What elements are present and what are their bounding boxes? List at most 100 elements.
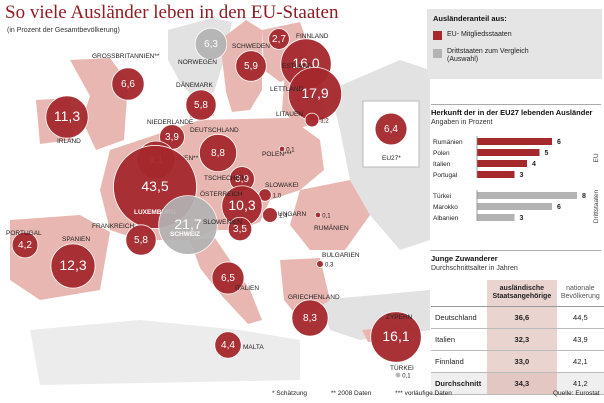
country-label-11: DEUTSCHLAND [190,127,239,134]
bubble-12 [278,145,286,153]
bubble-4 [268,28,290,50]
bubble-value-0: 6,6 [121,79,135,90]
bar-value-label: 3 [520,215,524,222]
country-label-13: LUXEMBURG [134,209,176,216]
bubble-2 [194,27,228,61]
country-label-5: ESTLAND [282,63,312,70]
table-cell: Deutschland [431,306,487,329]
country-label-23: SPANIEN [62,236,90,243]
country-label-3: SCHWEDEN [232,43,270,50]
table-cell: 34,3 [487,372,557,395]
bubble-value-26: 8,3 [303,313,317,324]
bubble-24 [211,261,245,295]
country-label-22: PORTUGAL [6,230,42,237]
table-row-average: Durchschnitt 34,3 41,2 [431,372,604,395]
bubble-value-8: 5,8 [194,100,208,111]
country-label-17: SCHWEIZ [170,231,200,238]
bubble-29 [214,331,242,359]
bar-category-label: Albanien [433,215,459,222]
divider [431,104,601,105]
bar-value-label: 8 [582,193,586,200]
country-label-9: NIEDERLANDE [147,119,194,126]
country-label-6: LETTLAND [270,86,304,93]
legend-label-eu: EU- Mitgliedsstaaten [447,31,512,38]
table-row: Deutschland 36,6 44,5 [431,306,604,329]
bubble-18 [262,207,278,223]
bubble-23 [50,243,96,289]
country-label-24: ITALIEN [235,285,259,292]
bar [477,192,577,199]
bubble-value-5: 16,0 [292,55,319,71]
country-label-1: IRLAND [57,138,81,145]
table-title: Junge Zuwanderer [431,254,498,263]
bar [477,149,540,156]
bar-category-label: Marokko [433,204,458,211]
bubble-25 [316,260,324,268]
country-label-30: EU27* [382,155,401,162]
age-table: ausländische Staatsangehörige nationale … [431,280,604,395]
country-label-21: FRANKREICH [92,223,135,230]
table-cell: 32,3 [487,328,557,351]
country-label-19: RUMÄNIEN [314,224,349,232]
bar-value-label: 5 [545,150,549,157]
bubble-value-6: 17,9 [301,85,328,101]
bubble-value-13: 43,5 [141,178,168,194]
country-label-14: TSCHECHIEN [204,175,247,182]
table-row: Italien 32,3 43,9 [431,328,604,351]
bubble-value-2: 6,3 [204,39,218,50]
bar [477,138,552,145]
legend-title: Ausländeranteil aus: [433,14,507,23]
country-label-16: ÖSTERREICH [200,190,243,198]
table-header-cell: ausländische Staatsangehörige [487,280,557,307]
bubble-value-1: 11,3 [54,108,80,124]
bubble-value-21: 5,8 [134,235,148,246]
bubble-value-29: 4,4 [221,340,235,351]
europe-map: 6,6 GROSSBRITANNIEN** 11,3 IRLAND 6,3 NORWEGE… [6,18,430,385]
legend-swatch-third [433,49,442,58]
bubble-value-12: 0,1 [286,148,295,154]
bubble-value-19: 0,1 [322,214,331,220]
bar-chart-subtitle: Angaben in Prozent [431,119,493,126]
bubble-value-30: 6,4 [384,124,398,135]
bar-chart-title: Herkunft der in der EU27 lebenden Auslän… [431,108,593,117]
bubble-layer: 6,6 GROSSBRITANNIEN** 11,3 IRLAND 6,3 NORWEGE… [6,27,422,380]
table-header-cell [431,280,487,307]
country-label-28: ZYPERN [386,314,413,321]
bar [477,214,515,221]
country-label-15: SLOWAKEI [265,182,299,189]
bubble-19 [314,211,322,219]
bar [477,203,552,210]
bubble-3 [235,50,267,82]
bubble-value-23: 12,3 [59,257,86,273]
legend-label-third: Drittstaaten zum Vergleich (Auswahl) [447,48,529,63]
origin-bar-chart: Rumänien 6 Polen 5 Italien 4 Portugal 3 EU Türkei… [433,136,600,224]
country-label-20: SLOWENIEN [203,219,242,226]
bubble-value-4: 2,7 [272,34,286,45]
bubble-11 [198,133,238,173]
table-header-row: ausländische Staatsangehörige nationale … [431,280,604,307]
bubble-value-18: 1,4 [279,214,288,220]
bubble-value-22: 4,2 [18,240,32,251]
table-row: Finnland 33,0 42,1 [431,350,604,373]
bar-category-label: Polen [433,150,450,157]
table-cell: Durchschnitt [431,372,487,395]
bubble-value-3: 5,9 [244,61,258,72]
land-layer [10,18,430,385]
bubble-1 [45,95,89,139]
bar-group-label: Drittstaaten [593,190,600,224]
bar [477,160,527,167]
bar-group-label: EU [593,153,600,162]
bubble-30 [374,112,408,146]
bubble-value-16: 10,3 [228,197,255,213]
bubble-0 [111,67,145,101]
bar-category-label: Rumänien [433,139,463,146]
country-label-29: MALTA [243,344,264,351]
table-cell: Finnland [431,350,487,373]
bubble-value-11: 8,8 [211,148,225,159]
bubble-value-15: 1,0 [273,194,282,200]
table-cell: Italien [431,328,487,351]
table-cell: 41,2 [556,372,604,395]
divider [431,250,601,251]
footnote: *** vorläufige Daten [395,390,452,397]
footnotes: * Schätzung ** 2008 Daten *** vorläufige… [272,390,474,397]
